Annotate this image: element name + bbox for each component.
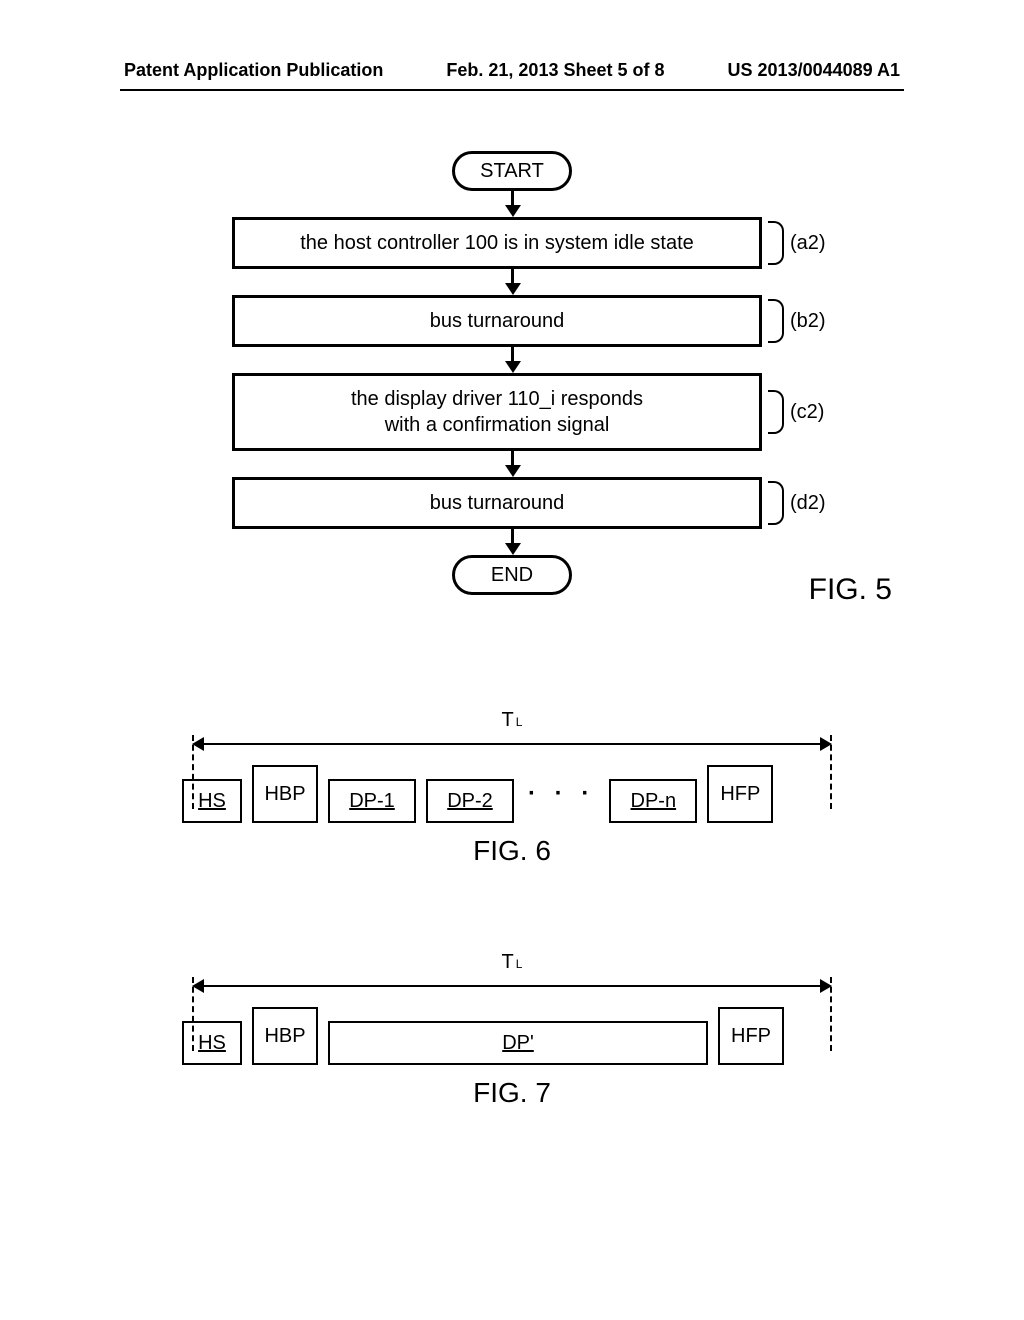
connector-curve-icon (768, 481, 784, 525)
fig5-step-d2-label: (d2) (790, 490, 826, 516)
fig7-span: TL (182, 957, 842, 997)
header-rule (120, 89, 904, 91)
fig5-flowchart: START the host controller 100 is in syst… (232, 151, 792, 595)
page-header: Patent Application Publication Feb. 21, … (120, 60, 904, 81)
dash-left-icon (192, 977, 194, 1051)
fig6-span-t: T (502, 709, 514, 732)
fig5-step-a2-text: the host controller 100 is in system idl… (300, 232, 694, 254)
fig7-caption: FIG. 7 (182, 1077, 842, 1109)
timing-box: HS (182, 1021, 242, 1065)
fig7-boxes: HSHBPDP'HFP (182, 1007, 842, 1065)
timing-box: DP-2 (426, 779, 514, 823)
fig5-step-b2-text: bus turnaround (430, 310, 565, 332)
timing-box: DP' (328, 1021, 708, 1065)
fig5-start: START (452, 151, 572, 191)
patent-page: Patent Application Publication Feb. 21, … (0, 0, 1024, 1320)
fig7-timing: TL HSHBPDP'HFP FIG. 7 (182, 957, 842, 1109)
fig5-end: END (452, 555, 572, 595)
ellipsis-icon: · · · (524, 780, 599, 808)
fig5-step-a2-label: (a2) (790, 230, 826, 256)
fig6-span: TL (182, 715, 842, 755)
timing-box: HBP (252, 1007, 318, 1065)
fig6-span-label: TL (502, 709, 523, 732)
fig5-step-c2: the display driver 110_i responds with a… (232, 373, 762, 451)
timing-box: HS (182, 779, 242, 823)
connector-curve-icon (768, 390, 784, 434)
timing-box: DP-n (609, 779, 697, 823)
fig5-step-c2-text: the display driver 110_i responds with a… (351, 388, 643, 436)
fig5-step-c2-label: (c2) (790, 399, 824, 425)
timing-box: HFP (718, 1007, 784, 1065)
dash-right-icon (830, 735, 832, 809)
timing-box: DP-1 (328, 779, 416, 823)
connector-curve-icon (768, 299, 784, 343)
header-left: Patent Application Publication (124, 60, 383, 81)
timing-box: HFP (707, 765, 773, 823)
fig5-step-d2-text: bus turnaround (430, 492, 565, 514)
fig5-step-d2: bus turnaround (d2) (232, 477, 762, 529)
dash-left-icon (192, 735, 194, 809)
fig6-span-sub: L (516, 715, 523, 729)
fig5-step-b2: bus turnaround (b2) (232, 295, 762, 347)
fig6-boxes: HSHBPDP-1DP-2 · · · DP-nHFP (182, 765, 842, 823)
fig5-caption: FIG. 5 (809, 573, 892, 607)
header-right: US 2013/0044089 A1 (728, 60, 900, 81)
fig7-span-sub: L (516, 957, 523, 971)
span-line (204, 985, 820, 987)
span-line (204, 743, 820, 745)
fig6-timing: TL HSHBPDP-1DP-2 · · · DP-nHFP FIG. 6 (182, 715, 842, 867)
fig5-step-a2: the host controller 100 is in system idl… (232, 217, 762, 269)
fig7-span-t: T (502, 951, 514, 974)
fig6-caption: FIG. 6 (182, 835, 842, 867)
timing-box: HBP (252, 765, 318, 823)
connector-curve-icon (768, 221, 784, 265)
dash-right-icon (830, 977, 832, 1051)
fig5-step-b2-label: (b2) (790, 308, 826, 334)
fig7-span-label: TL (502, 951, 523, 974)
header-mid: Feb. 21, 2013 Sheet 5 of 8 (446, 60, 664, 81)
